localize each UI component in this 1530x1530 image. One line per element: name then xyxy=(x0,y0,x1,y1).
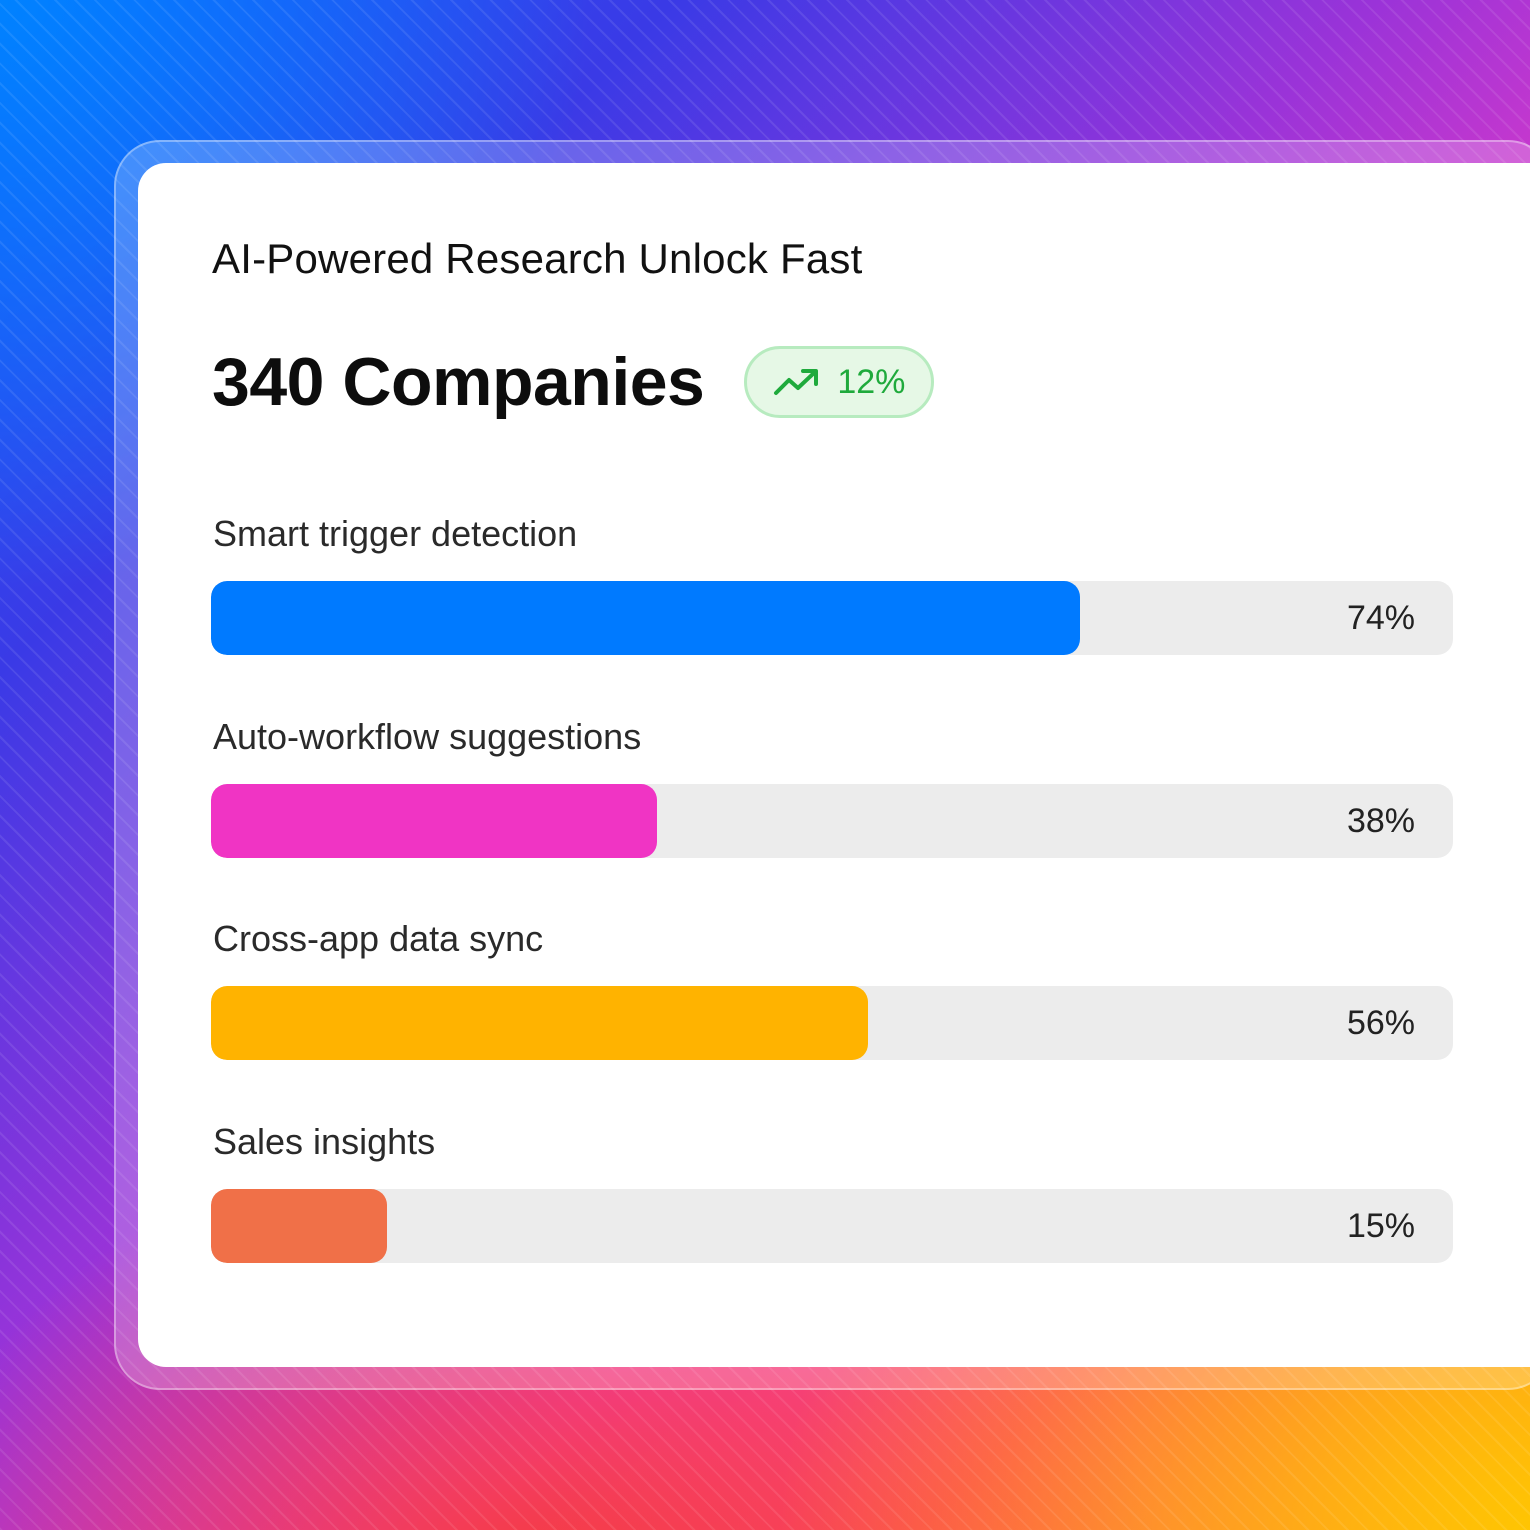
progress-percent: 74% xyxy=(1346,599,1415,637)
metric-row: Auto-workflow suggestions 38% xyxy=(211,716,1453,858)
progress-percent: 38% xyxy=(1346,802,1415,840)
trending-up-icon xyxy=(773,367,819,397)
companies-count: 340 Companies xyxy=(212,344,705,420)
growth-badge: 12% xyxy=(744,346,935,418)
metric-row: Smart trigger detection 74% xyxy=(211,513,1453,655)
metric-label: Smart trigger detection xyxy=(213,513,578,554)
card-title: AI-Powered Research Unlock Fast xyxy=(212,235,863,282)
growth-value: 12% xyxy=(837,362,906,401)
progress-fill xyxy=(211,784,657,858)
metric-row: Cross-app data sync 56% xyxy=(211,918,1453,1060)
progress-percent: 56% xyxy=(1346,1004,1415,1042)
progress-fill xyxy=(211,986,869,1060)
stats-card: AI-Powered Research Unlock Fast 340 Comp… xyxy=(138,163,1530,1367)
progress-track: 15% xyxy=(211,1189,1453,1263)
progress-fill xyxy=(211,1189,388,1263)
metric-label: Sales insights xyxy=(213,1121,436,1162)
metric-label: Cross-app data sync xyxy=(213,918,544,959)
headline-row: 340 Companies 12% xyxy=(212,343,935,421)
progress-percent: 15% xyxy=(1346,1207,1415,1245)
progress-track: 38% xyxy=(211,784,1453,858)
metric-row: Sales insights 15% xyxy=(211,1121,1453,1263)
metric-label: Auto-workflow suggestions xyxy=(213,716,642,757)
progress-track: 74% xyxy=(211,581,1453,655)
progress-fill xyxy=(211,581,1080,655)
progress-track: 56% xyxy=(211,986,1453,1060)
